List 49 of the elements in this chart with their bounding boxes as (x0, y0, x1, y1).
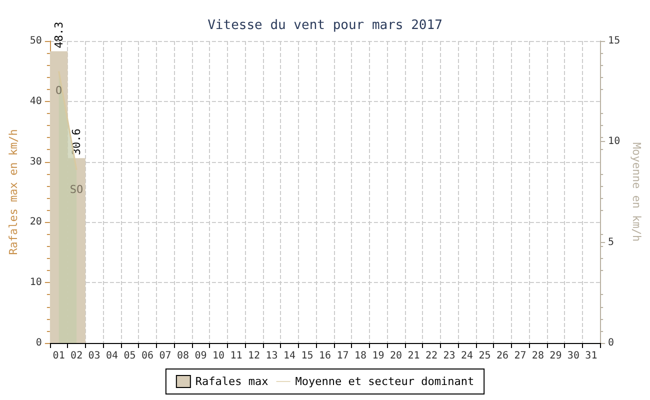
y-tick-label: 50 (30, 36, 42, 46)
y2-tick-label: 10 (608, 136, 620, 148)
y-tick-label: 0 (36, 338, 42, 348)
y2-tick-label: 5 (608, 236, 614, 248)
y-axis-title: Rafales max en km/h (7, 129, 20, 255)
x-tick-label: 11 (230, 350, 242, 362)
x-tick-label: 31 (585, 350, 598, 362)
x-tick-label: 16 (318, 350, 332, 362)
y2-axis-title: Moyenne en km/h (630, 142, 643, 242)
x-tick-label: 27 (514, 350, 526, 362)
x-tick-label: 25 (478, 350, 491, 362)
x-tick-label: 26 (496, 350, 508, 362)
x-tick-label: 05 (124, 350, 136, 362)
data-label: SO (70, 182, 84, 196)
x-tick-label: 30 (567, 350, 580, 362)
y-tick-label: 10 (30, 277, 42, 288)
x-tick-label: 22 (425, 350, 438, 362)
x-tick-label: 20 (390, 350, 402, 362)
y2-tick-label: 0 (608, 338, 614, 348)
legend-label: Moyenne et secteur dominant (295, 375, 474, 388)
x-tick-label: 28 (532, 350, 544, 362)
x-tick-label: 14 (283, 350, 296, 362)
x-tick-label: 24 (460, 350, 473, 362)
x-tick-label: 09 (194, 350, 207, 362)
y2-tick-label: 15 (608, 36, 620, 46)
x-tick-label: 01 (52, 350, 65, 362)
x-tick-label: 10 (212, 350, 225, 362)
x-tick-label: 15 (301, 350, 314, 362)
x-tick-label: 19 (372, 350, 384, 362)
legend-label: Rafales max (195, 375, 269, 388)
x-tick-label: 06 (142, 350, 154, 362)
x-tick-label: 08 (177, 350, 190, 362)
y-tick-label: 40 (30, 96, 42, 107)
x-tick-label: 21 (408, 350, 420, 362)
x-tick-label: 17 (336, 350, 349, 362)
chart-title: Vitesse du vent pour mars 2017 (208, 18, 442, 33)
x-tick-label: 23 (443, 350, 456, 362)
y-tick-label: 30 (30, 156, 42, 168)
x-tick-label: 04 (106, 350, 118, 362)
data-label: 48.3 (52, 22, 66, 48)
x-tick-label: 12 (248, 350, 260, 362)
y-tick-label: 20 (30, 216, 42, 228)
x-tick-label: 13 (266, 350, 278, 362)
x-tick-label: 03 (88, 350, 100, 362)
x-tick-label: 18 (354, 350, 367, 362)
x-tick-label: 07 (159, 350, 172, 362)
data-label: O (56, 84, 62, 98)
x-tick-label: 29 (550, 350, 562, 362)
x-tick-label: 02 (70, 350, 83, 362)
